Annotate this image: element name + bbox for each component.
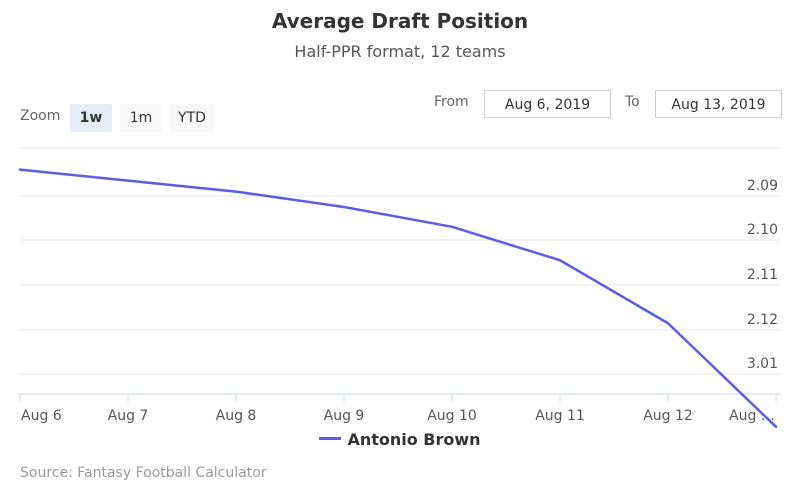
y-tick-label-0: 2.09 <box>747 178 778 194</box>
x-tick-label-3: Aug 9 <box>324 408 365 424</box>
x-tick-label-0: Aug 6 <box>21 408 62 424</box>
x-tick-label-2: Aug 8 <box>216 408 257 424</box>
legend[interactable]: Antonio Brown <box>0 430 800 449</box>
x-tick-label-1: Aug 7 <box>108 408 149 424</box>
legend-series-swatch <box>319 437 342 440</box>
zoom-label: Zoom <box>20 108 61 124</box>
source-credit: Source: Fantasy Football Calculator <box>20 465 267 481</box>
range-to-label: To <box>625 94 640 110</box>
legend-series-label: Antonio Brown <box>347 430 481 449</box>
zoom-1m-button[interactable]: 1m <box>120 104 162 132</box>
series-line-antonio-brown <box>18 168 778 429</box>
chart-subtitle: Half-PPR format, 12 teams <box>294 42 506 61</box>
x-tick-label-5: Aug 11 <box>535 408 585 424</box>
y-tick-label-3: 2.12 <box>747 312 778 328</box>
y-tick-label-1: 2.10 <box>747 222 778 238</box>
x-tick-label-7: Aug … <box>729 408 775 424</box>
chart-title: Average Draft Position <box>271 9 529 33</box>
x-tick-label-6: Aug 12 <box>643 408 693 424</box>
range-from-input[interactable]: Aug 6, 2019 <box>484 90 611 118</box>
zoom-1w-button[interactable]: 1w <box>70 104 112 132</box>
range-to-input[interactable]: Aug 13, 2019 <box>655 90 782 118</box>
y-tick-label-4: 3.01 <box>747 356 778 372</box>
range-from-label: From <box>434 94 469 110</box>
x-tick-label-4: Aug 10 <box>427 408 477 424</box>
y-tick-label-2: 2.11 <box>747 267 778 283</box>
zoom-ytd-button[interactable]: YTD <box>170 104 214 132</box>
